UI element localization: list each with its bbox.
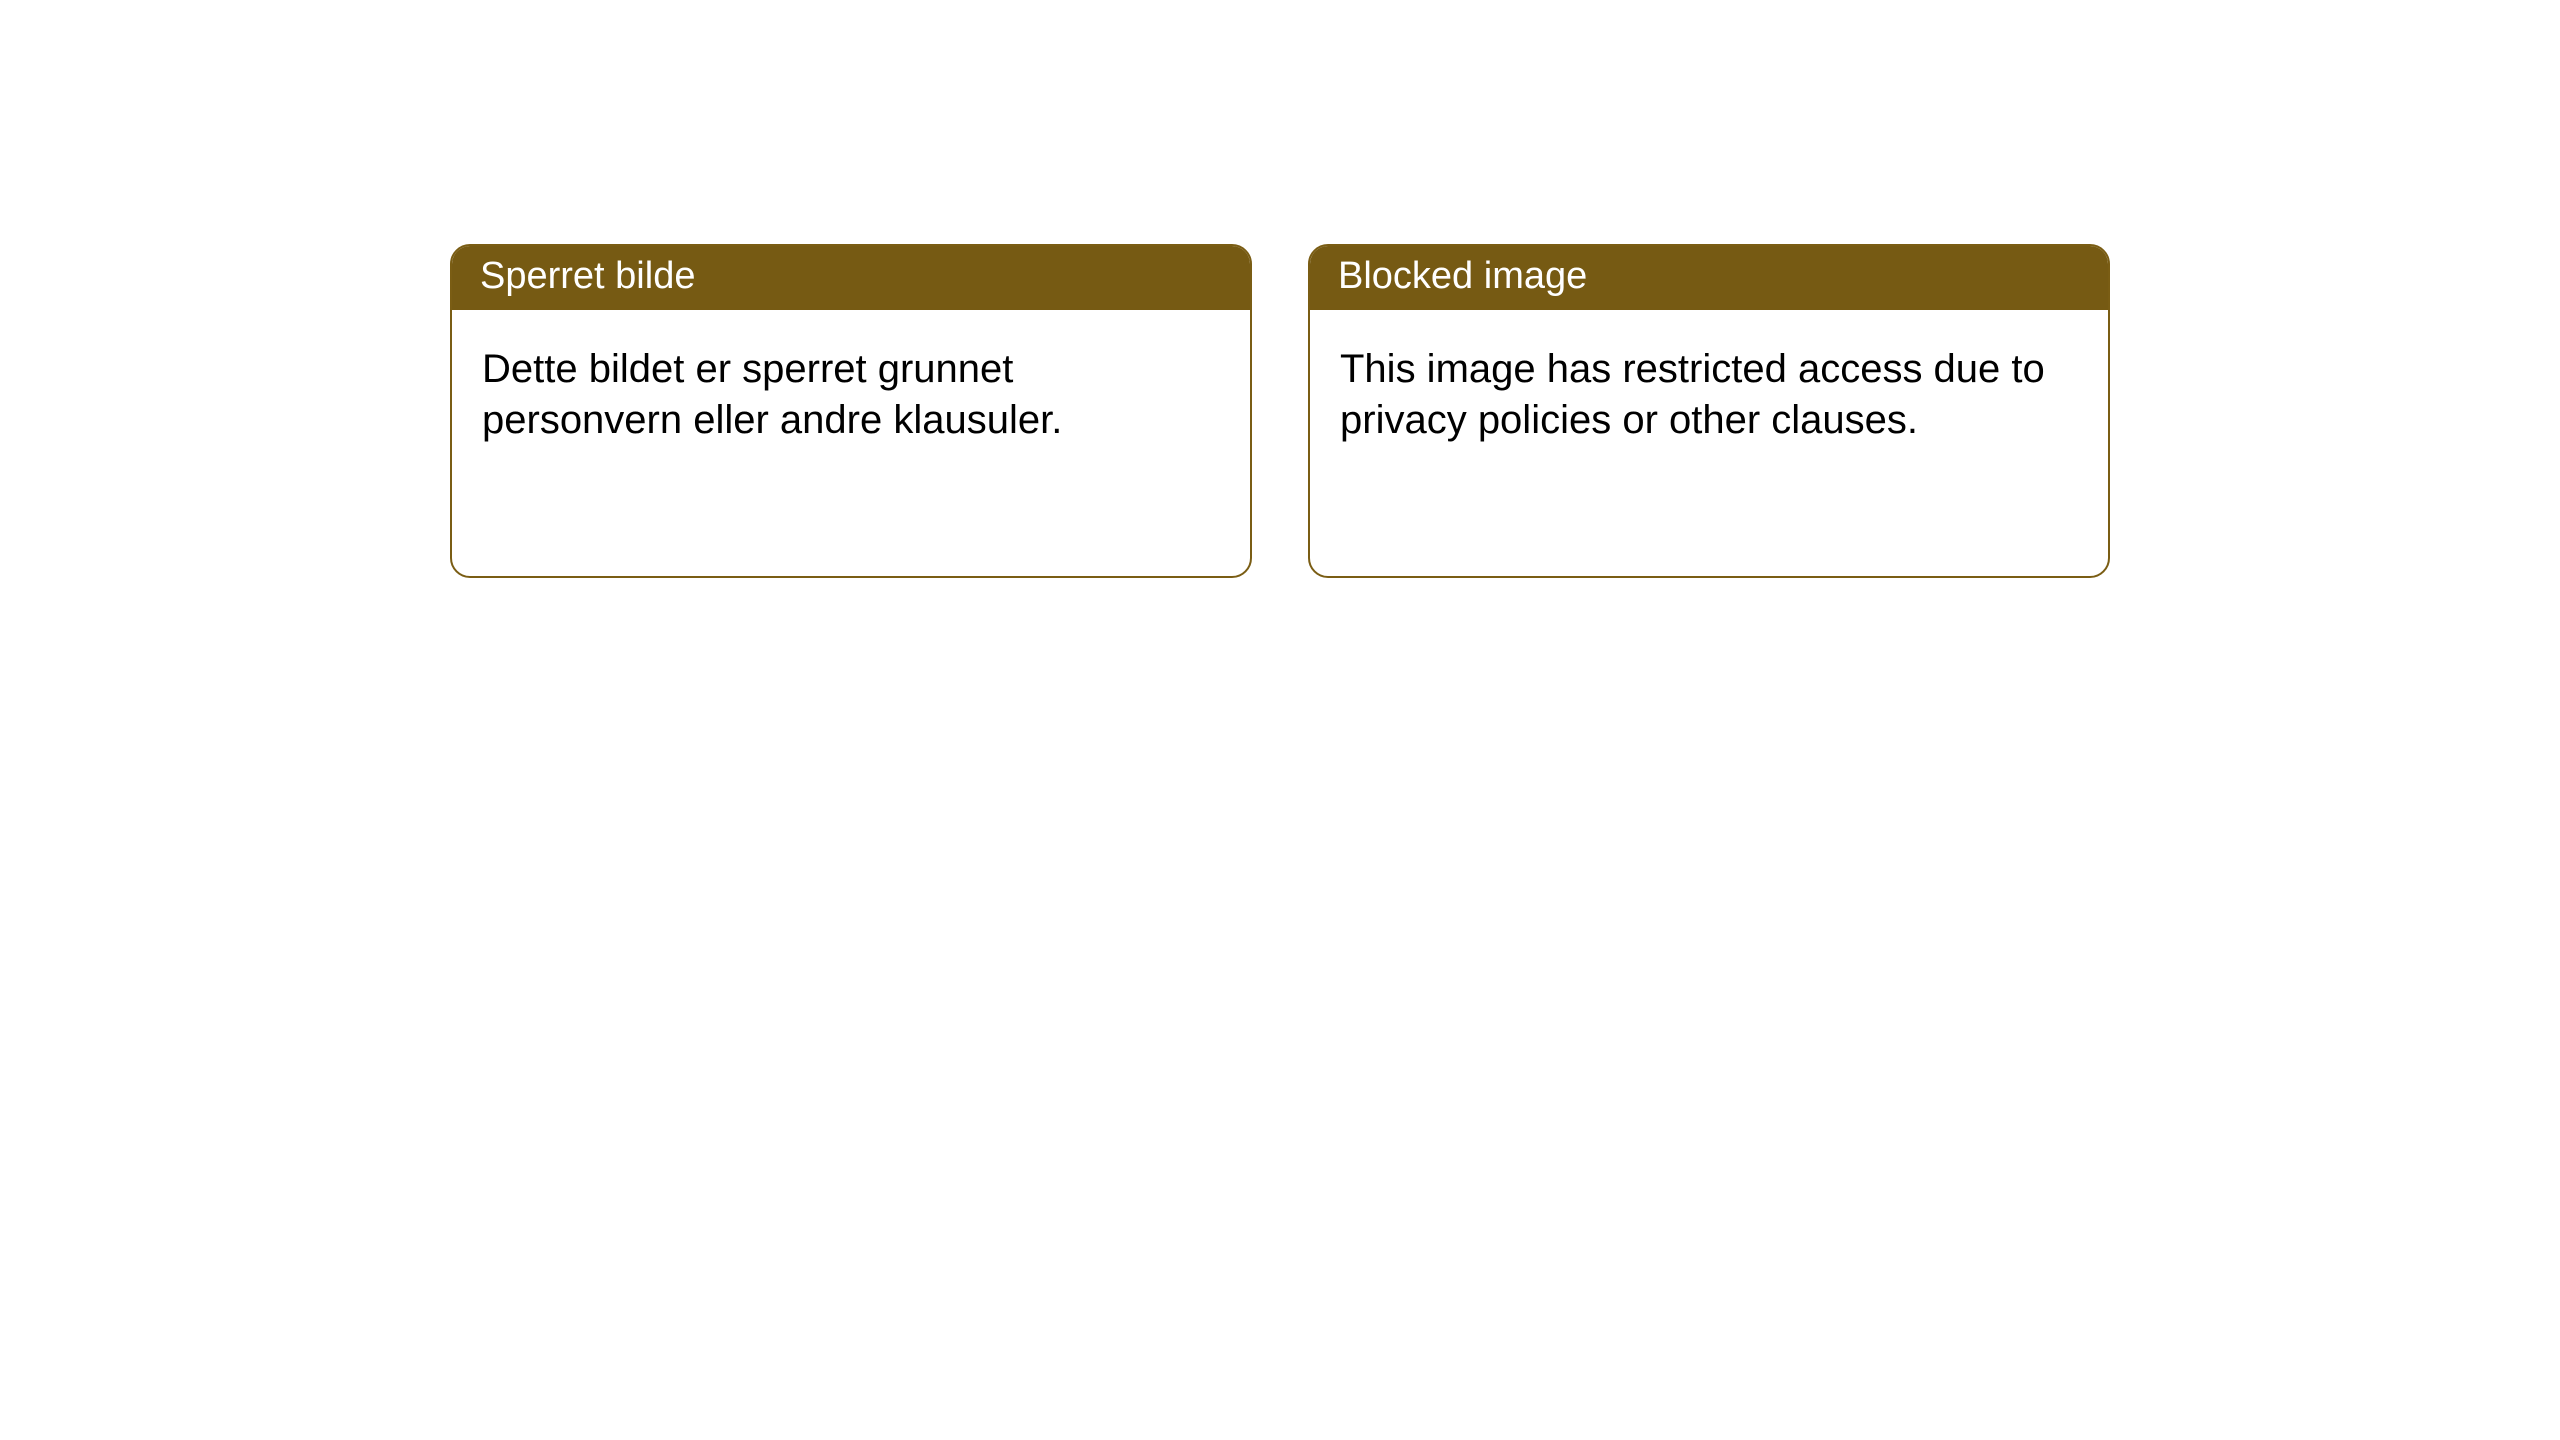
blocked-image-card-no: Sperret bilde Dette bildet er sperret gr… xyxy=(450,244,1252,578)
cards-container: Sperret bilde Dette bildet er sperret gr… xyxy=(0,0,2560,578)
blocked-image-card-en: Blocked image This image has restricted … xyxy=(1308,244,2110,578)
card-title: Blocked image xyxy=(1310,246,2108,310)
card-body: This image has restricted access due to … xyxy=(1310,310,2108,480)
card-body: Dette bildet er sperret grunnet personve… xyxy=(452,310,1250,480)
card-title: Sperret bilde xyxy=(452,246,1250,310)
